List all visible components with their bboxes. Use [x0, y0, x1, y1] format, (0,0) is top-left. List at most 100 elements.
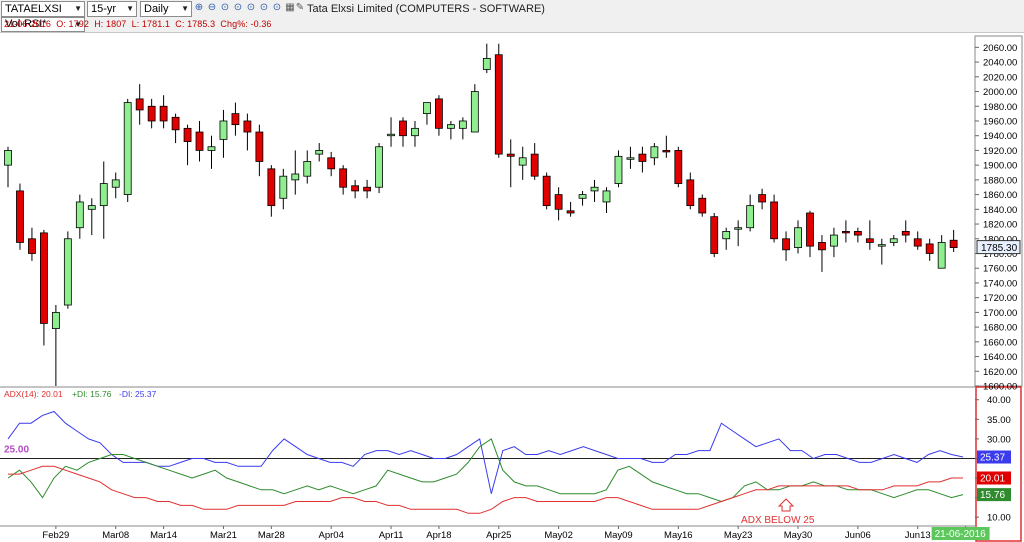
candle-down [267, 168, 276, 207]
x-tick-label: Mar21 [210, 530, 237, 541]
candle-down [494, 54, 503, 155]
price-tick-label: 1760.00 [983, 264, 1017, 275]
candle-down [638, 153, 647, 162]
candle-down [183, 127, 192, 142]
ohlc-high: H: 1807 [94, 19, 127, 29]
price-tick-label: 1840.00 [983, 205, 1017, 216]
candle-up [75, 201, 84, 229]
candle-down [243, 120, 252, 133]
candle-up [63, 238, 72, 306]
candle-down [28, 238, 36, 254]
candle-up [87, 205, 96, 210]
candle-down [435, 98, 443, 129]
candle-down [339, 168, 348, 188]
period-select[interactable]: 15-yr ▼ [87, 1, 137, 17]
indicator-tick-label: 30.00 [987, 434, 1011, 445]
x-tick-label: May16 [664, 530, 693, 541]
candle-down [135, 98, 144, 111]
symbol-select[interactable]: TATAELXSI ▼ [1, 1, 85, 17]
candle-up [722, 231, 731, 240]
zoom-icon[interactable]: ⊙ [233, 2, 243, 13]
minus-di-label: -DI: 25.37 [119, 389, 157, 399]
price-tick-label: 1800.00 [983, 234, 1017, 245]
x-tick-label: May30 [784, 530, 813, 541]
candle-down [147, 105, 156, 122]
interval-select[interactable]: Daily ▼ [140, 1, 192, 17]
price-tick-label: 1740.00 [983, 278, 1017, 289]
candle-down [195, 131, 204, 151]
candle-down [662, 150, 671, 153]
candle-up [590, 186, 599, 192]
price-tick-label: 1620.00 [983, 367, 1017, 378]
zoom-icon[interactable]: ⊙ [259, 2, 269, 13]
x-tick-label: Feb29 [42, 530, 69, 541]
x-tick-label: Mar28 [258, 530, 285, 541]
candle-up [291, 173, 300, 181]
candle-down [925, 243, 934, 254]
period-value: 15-yr [91, 3, 117, 15]
candle-down [686, 179, 695, 207]
candle-up [614, 155, 623, 184]
candle-up [746, 205, 755, 229]
zoom-out-icon[interactable]: ⊖ [207, 2, 217, 13]
indicator-select[interactable]: Vol-RSI* ▼ [1, 17, 85, 32]
candle-down [506, 153, 515, 157]
zoom-icon[interactable]: ⊙ [220, 2, 230, 13]
last-price-label: 1785.30 [981, 243, 1018, 254]
chevron-down-icon: ▼ [126, 4, 134, 13]
candle-up [937, 242, 946, 269]
candle-up [626, 157, 635, 160]
candle-down [842, 231, 850, 234]
company-name: Tata Elxsi Limited (COMPUTERS - SOFTWARE… [307, 3, 545, 15]
candle-down [231, 113, 240, 126]
x-tick-label: Mar08 [102, 530, 129, 541]
x-tick-label: Jun06 [845, 530, 871, 541]
price-tick-label: 1880.00 [983, 175, 1017, 186]
candle-down [40, 232, 48, 324]
adx-label: ADX(14): 20.01 [4, 389, 63, 399]
zoom-icon[interactable]: ⊙ [272, 2, 282, 13]
x-tick-label: Apr25 [486, 530, 511, 541]
candle-up [446, 124, 455, 129]
price-tick-label: 1920.00 [983, 146, 1017, 157]
candle-up [99, 183, 108, 207]
candle-down [530, 153, 539, 177]
price-tick-label: 2040.00 [983, 58, 1017, 69]
candle-down [327, 157, 336, 170]
candle-up [51, 311, 60, 329]
candle-down [806, 212, 814, 247]
candle-down [255, 131, 264, 162]
plus-di-label: +DI: 15.76 [72, 389, 112, 399]
zoom-icon[interactable]: ⊙ [246, 2, 256, 13]
indicator-tick-label: 35.00 [987, 415, 1011, 426]
chevron-down-icon: ▼ [74, 20, 82, 29]
candle-down [674, 150, 683, 184]
candle-down [901, 231, 910, 236]
ohlc-low: L: 1781.1 [131, 19, 171, 29]
x-tick-label: May09 [604, 530, 633, 541]
candle-down [865, 238, 874, 243]
candle-down [351, 185, 360, 192]
price-tick-label: 1860.00 [983, 190, 1017, 201]
candle-up [650, 146, 659, 159]
chart-settings-icon[interactable]: ▦ [285, 2, 295, 13]
chevron-down-icon: ▼ [74, 4, 82, 13]
price-tick-label: 1820.00 [983, 220, 1017, 231]
draw-tool-icon[interactable]: ✎ [295, 2, 305, 13]
candle-up [578, 194, 587, 199]
price-tick-label: 2000.00 [983, 87, 1017, 98]
ohlc-change: Chg%: -0.36 [220, 19, 272, 29]
adx-line [8, 465, 963, 514]
price-tick-label: 2060.00 [983, 43, 1017, 54]
candle-up [830, 234, 838, 247]
x-tick-label: May23 [724, 530, 753, 541]
price-tick-label: 1600.00 [983, 382, 1017, 393]
x-tick-label: Apr11 [379, 530, 404, 541]
ohlc-readout: 21-06-2016 O: 1792 H: 1807 L: 1781.1 C: … [4, 19, 272, 29]
candle-down [949, 239, 958, 248]
price-tick-label: 2020.00 [983, 72, 1017, 83]
candle-up [411, 127, 419, 137]
zoom-in-icon[interactable]: ⊕ [194, 2, 204, 13]
candle-down [758, 194, 767, 203]
